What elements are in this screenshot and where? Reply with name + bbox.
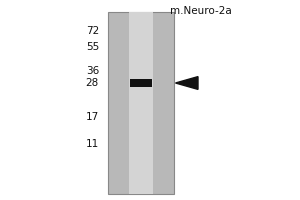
Polygon shape (176, 77, 198, 89)
Text: 36: 36 (86, 66, 99, 76)
Text: 11: 11 (86, 139, 99, 149)
Bar (108, 12, 174, 194)
Text: 72: 72 (86, 26, 99, 36)
Text: m.Neuro-2a: m.Neuro-2a (170, 6, 232, 16)
Text: 28: 28 (86, 78, 99, 88)
Bar (130, 79, 152, 87)
Bar (129, 12, 153, 194)
Text: 17: 17 (86, 112, 99, 122)
Text: 55: 55 (86, 42, 99, 52)
